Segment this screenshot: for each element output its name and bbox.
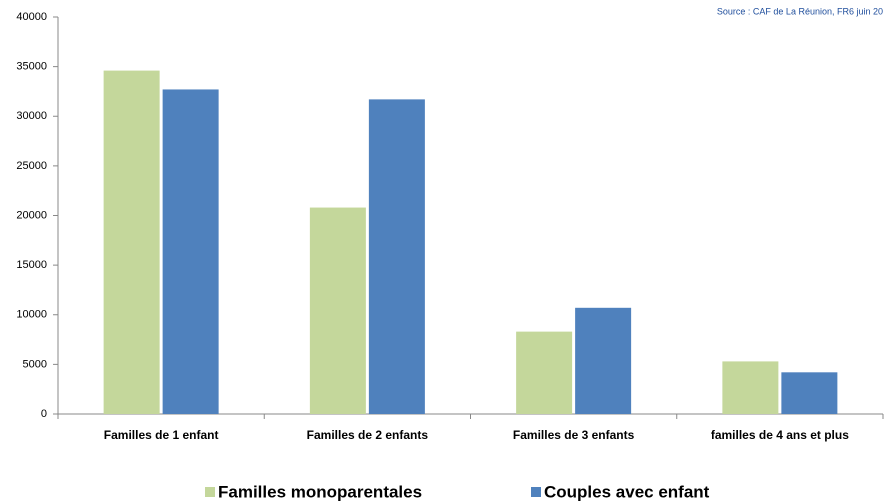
bar — [781, 372, 838, 414]
bar — [103, 70, 160, 414]
y-tick-label: 5000 — [23, 358, 47, 370]
y-tick-label: 15000 — [16, 259, 47, 271]
bar — [722, 361, 779, 414]
y-tick-label: 0 — [41, 408, 47, 420]
legend-label: Familles monoparentales — [218, 482, 422, 501]
x-tick-label: familles de 4 ans et plus — [711, 428, 849, 442]
source-note: Source : CAF de La Réunion, FR6 juin 20 — [717, 6, 883, 16]
x-tick-label: Familles de 3 enfants — [513, 428, 635, 442]
bar — [162, 89, 219, 414]
y-tick-label: 30000 — [16, 110, 47, 122]
x-tick-label: Familles de 2 enfants — [307, 428, 429, 442]
bar — [575, 307, 632, 414]
legend-swatch — [531, 487, 541, 497]
bar — [516, 331, 573, 414]
x-tick-label: Familles de 1 enfant — [104, 428, 219, 442]
bar — [309, 207, 366, 414]
y-tick-label: 35000 — [16, 61, 47, 73]
y-tick-label: 40000 — [16, 11, 47, 23]
y-tick-label: 20000 — [16, 209, 47, 221]
y-tick-label: 25000 — [16, 160, 47, 172]
bar — [368, 99, 425, 414]
legend-label: Couples avec enfant — [544, 482, 710, 501]
legend-swatch — [205, 487, 215, 497]
y-tick-label: 10000 — [16, 309, 47, 321]
